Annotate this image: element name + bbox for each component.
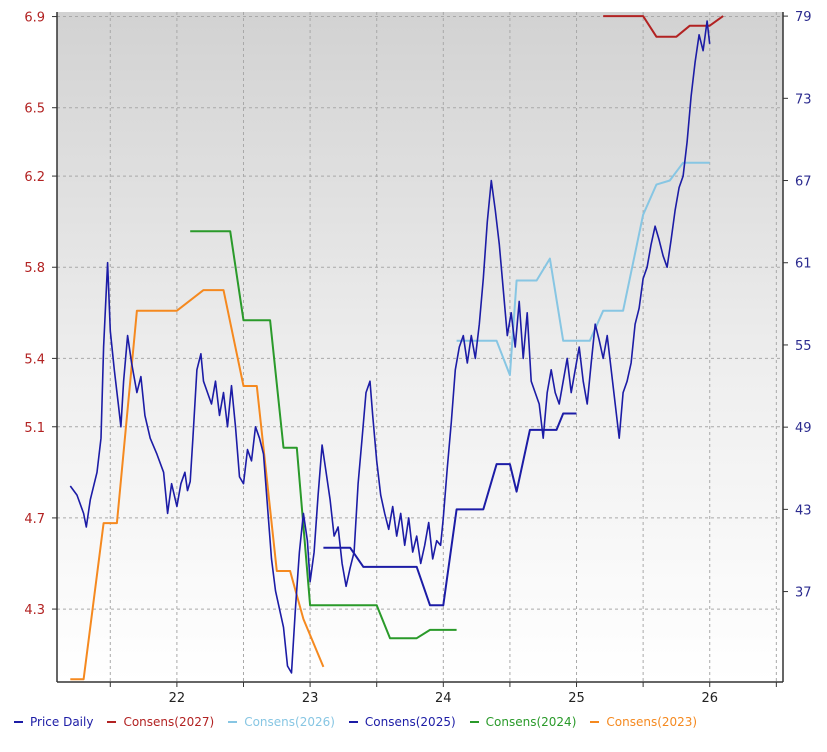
legend-label: Price Daily — [30, 715, 94, 729]
legend-swatch — [14, 721, 23, 723]
series-line-consens-2026 — [456, 161, 710, 377]
right-tick-label: 73 — [795, 92, 812, 107]
series-line-consens-2027 — [603, 15, 724, 38]
left-tick-label: 4.7 — [24, 512, 45, 527]
right-tick-label: 43 — [795, 503, 812, 518]
right-tick-label: 61 — [795, 257, 812, 272]
legend-swatch — [469, 721, 479, 723]
legend-swatch — [348, 721, 358, 723]
legend-swatch — [590, 721, 600, 723]
legend-item: Consens(2024) — [469, 711, 577, 733]
x-tick-label: 22 — [169, 691, 186, 706]
right-tick-label: 55 — [795, 339, 812, 354]
legend: Price Daily Consens(2027) Consens(2026) Con… — [14, 708, 814, 733]
legend-swatch — [107, 721, 117, 723]
legend-item: Consens(2023) — [590, 711, 697, 733]
x-tick-label: 26 — [701, 691, 718, 706]
series-line-consens-2023 — [70, 289, 325, 681]
legend-item: Consens(2027) — [107, 711, 214, 733]
legend-label: Consens(2027) — [123, 715, 215, 729]
x-tick-label: 23 — [302, 691, 319, 706]
legend-item: Consens(2025) — [348, 711, 456, 733]
plot-area — [57, 12, 783, 682]
left-tick-label: 6.2 — [24, 170, 45, 185]
legend-label: Consens(2026) — [244, 715, 335, 729]
left-tick-label: 6.9 — [24, 11, 45, 26]
left-tick-label: 5.1 — [24, 421, 45, 436]
right-tick-label: 37 — [795, 586, 812, 601]
left-tick-label: 4.3 — [24, 603, 45, 618]
x-tick-label: 25 — [568, 691, 585, 706]
legend-item: Price Daily — [14, 711, 93, 733]
right-tick-label: 67 — [795, 175, 812, 190]
right-tick-label: 79 — [795, 10, 812, 25]
series-line-price-daily — [69, 20, 711, 674]
left-tick-label: 5.8 — [24, 261, 45, 276]
axes-labels: 6.9 6.5 6.2 5.8 5.4 5.1 4.7 4.3 79 73 67 61 55 49 43 37… — [24, 10, 811, 706]
legend-label: Consens(2023) — [606, 715, 698, 729]
series-layer — [69, 15, 724, 681]
series-line-consens-2024 — [190, 230, 457, 640]
legend-swatch — [228, 721, 238, 723]
series-line-consens-2025 — [323, 412, 577, 607]
left-tick-label: 6.5 — [24, 102, 45, 117]
legend-label: Consens(2025) — [364, 715, 456, 729]
x-tick-label: 24 — [435, 691, 452, 706]
right-tick-label: 49 — [795, 421, 812, 436]
legend-item: Consens(2026) — [228, 711, 335, 733]
legend-label: Consens(2024) — [485, 715, 577, 729]
left-tick-label: 5.4 — [24, 352, 45, 367]
